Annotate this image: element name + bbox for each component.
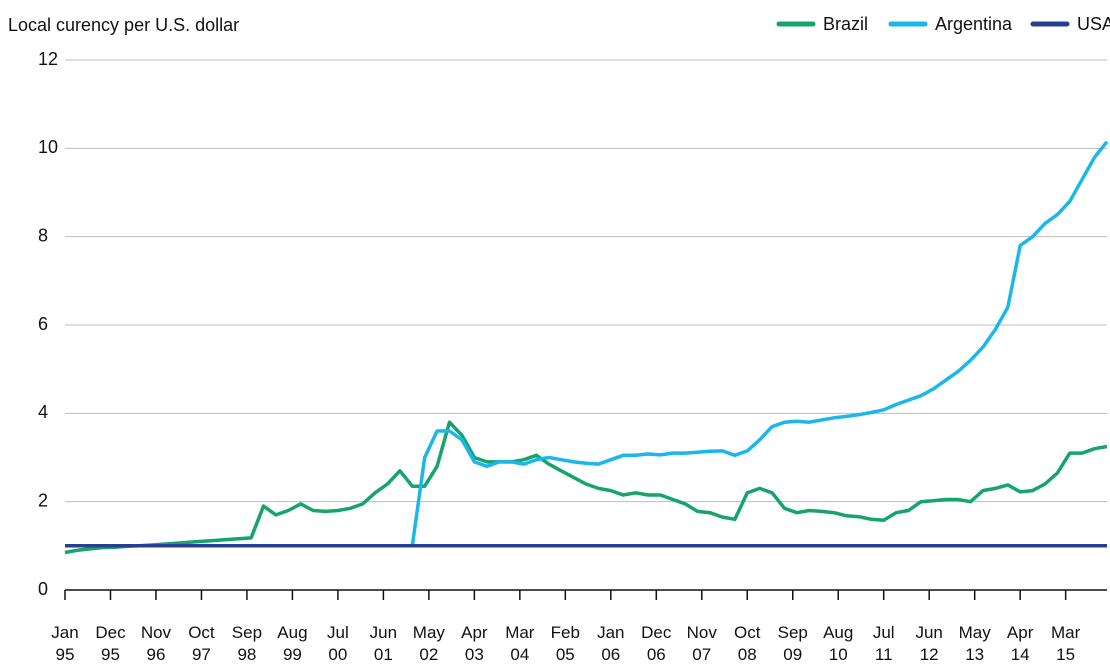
y-axis-label: Local curency per U.S. dollar [8,15,239,35]
x-tick-label: Nov 07 [686,623,717,664]
x-tick-label: Jul 11 [872,623,895,664]
x-tick-label: Aug 10 [823,623,854,664]
x-tick-label: Oct 08 [734,623,761,664]
legend-label: USA [1077,14,1110,34]
x-tick-label: Dec 06 [641,623,672,664]
y-tick-label: 6 [38,314,48,334]
legend-label: Argentina [935,14,1013,34]
x-tick-label: Dec 95 [95,623,126,664]
x-tick-label: Oct 97 [188,623,215,664]
series-line [64,420,1108,555]
y-tick-label: 8 [38,225,48,245]
x-tick-label: Jun 12 [915,623,943,664]
x-tick-label: Apr 14 [1006,623,1034,664]
x-tick-label: Jun 01 [369,623,398,664]
x-tick-label: Sep 98 [231,623,263,664]
x-tick-label: Sep 09 [777,623,808,664]
x-tick-label: Jan 95 [51,623,79,664]
y-tick-label: 12 [38,49,58,69]
x-tick-label: Mar 04 [505,623,535,664]
x-tick-label: Aug 99 [277,623,308,664]
x-tick-label: May 02 [412,623,445,664]
x-tick-label: Jan 06 [597,623,625,664]
y-tick-label: 4 [38,402,48,422]
y-tick-label: 10 [38,137,58,157]
legend-label: Brazil [823,14,868,34]
x-tick-label: Jul 00 [327,623,349,664]
y-tick-label: 2 [38,490,48,510]
x-tick-label: May 13 [958,623,991,664]
x-tick-label: Mar 15 [1051,623,1081,664]
x-tick-label: Nov 96 [140,623,172,664]
x-tick-label: Apr 03 [461,623,488,664]
x-tick-label: Feb 05 [550,623,580,664]
y-tick-label: 0 [38,579,48,599]
